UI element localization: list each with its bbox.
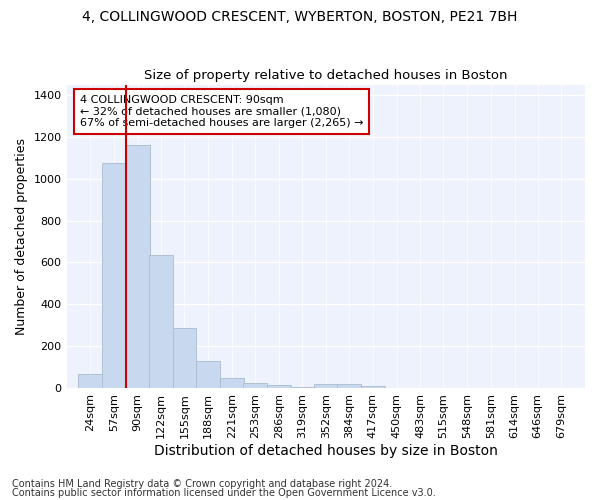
Bar [337,384,361,388]
Bar [267,385,290,388]
Bar [314,384,338,388]
Bar [243,383,267,388]
Text: Contains HM Land Registry data © Crown copyright and database right 2024.: Contains HM Land Registry data © Crown c… [12,479,392,489]
Bar [290,387,314,388]
Bar [361,386,385,388]
Text: 4 COLLINGWOOD CRESCENT: 90sqm
← 32% of detached houses are smaller (1,080)
67% o: 4 COLLINGWOOD CRESCENT: 90sqm ← 32% of d… [80,95,363,128]
Bar [79,374,102,388]
Bar [126,146,149,388]
Bar [196,361,220,388]
Text: 4, COLLINGWOOD CRESCENT, WYBERTON, BOSTON, PE21 7BH: 4, COLLINGWOOD CRESCENT, WYBERTON, BOSTO… [82,10,518,24]
Text: Contains public sector information licensed under the Open Government Licence v3: Contains public sector information licen… [12,488,436,498]
X-axis label: Distribution of detached houses by size in Boston: Distribution of detached houses by size … [154,444,498,458]
Bar [173,328,196,388]
Bar [220,378,244,388]
Y-axis label: Number of detached properties: Number of detached properties [15,138,28,335]
Title: Size of property relative to detached houses in Boston: Size of property relative to detached ho… [144,69,508,82]
Bar [149,255,173,388]
Bar [102,163,126,388]
